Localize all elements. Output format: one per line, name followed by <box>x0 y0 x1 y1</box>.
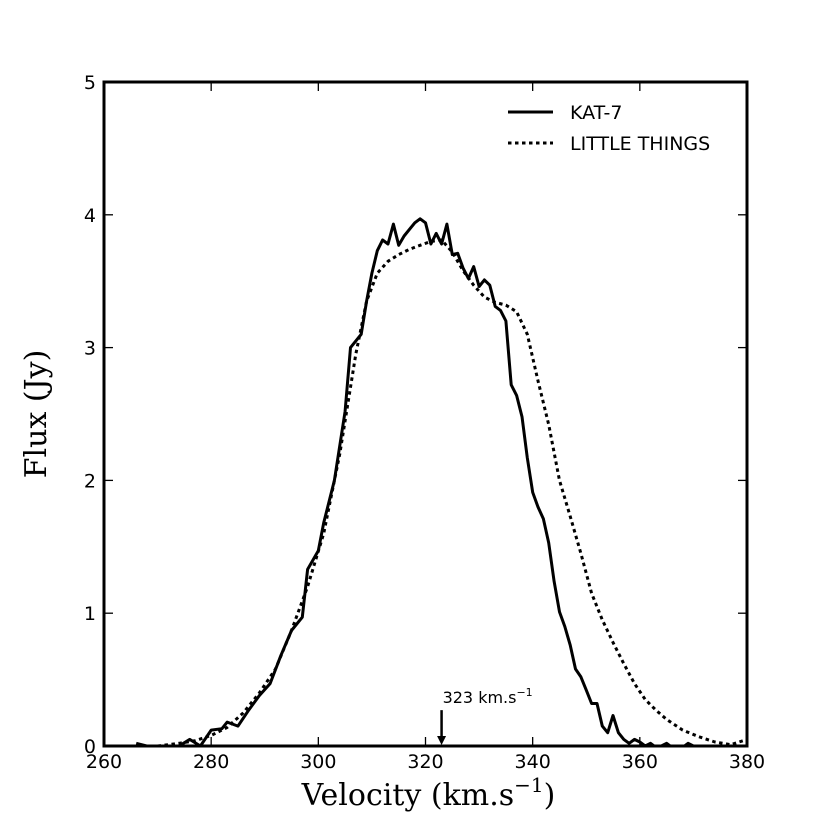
x-tick-label: 320 <box>407 751 443 773</box>
x-tick-label: 280 <box>193 751 229 773</box>
y-tick-label: 5 <box>84 72 96 94</box>
legend: KAT-7 LITTLE THINGS <box>508 102 710 155</box>
annotation-label: 323 km.s−1 <box>443 686 533 707</box>
x-tick-label: 300 <box>300 751 336 773</box>
legend-label: LITTLE THINGS <box>570 133 710 155</box>
x-tick-label: 360 <box>622 751 658 773</box>
annotations: 323 km.s−1 <box>437 686 533 745</box>
plot-content <box>135 217 747 746</box>
series-line-little-things <box>157 238 747 746</box>
x-axis-title: Velocity (km.s−1) <box>301 773 556 813</box>
y-tick-label: 3 <box>84 338 96 360</box>
annotation-arrow-head <box>437 736 447 745</box>
plot-frame <box>102 80 749 748</box>
x-tick-label: 340 <box>515 751 551 773</box>
y-tick-label: 1 <box>84 603 96 625</box>
axis-titles: Velocity (km.s−1) Flux (Jy) <box>19 350 555 813</box>
y-axis-title: Flux (Jy) <box>19 350 54 479</box>
y-tick-label: 2 <box>84 470 96 492</box>
series-line-kat-7 <box>135 217 747 746</box>
axis-ticks: 260 280 300 320 340 360 380 0 1 2 3 4 5 <box>84 72 765 773</box>
y-tick-label: 0 <box>84 736 96 758</box>
x-tick-label: 260 <box>86 751 122 773</box>
x-tick-label: 380 <box>729 751 765 773</box>
y-tick-label: 4 <box>84 205 96 227</box>
legend-label: KAT-7 <box>570 102 622 124</box>
